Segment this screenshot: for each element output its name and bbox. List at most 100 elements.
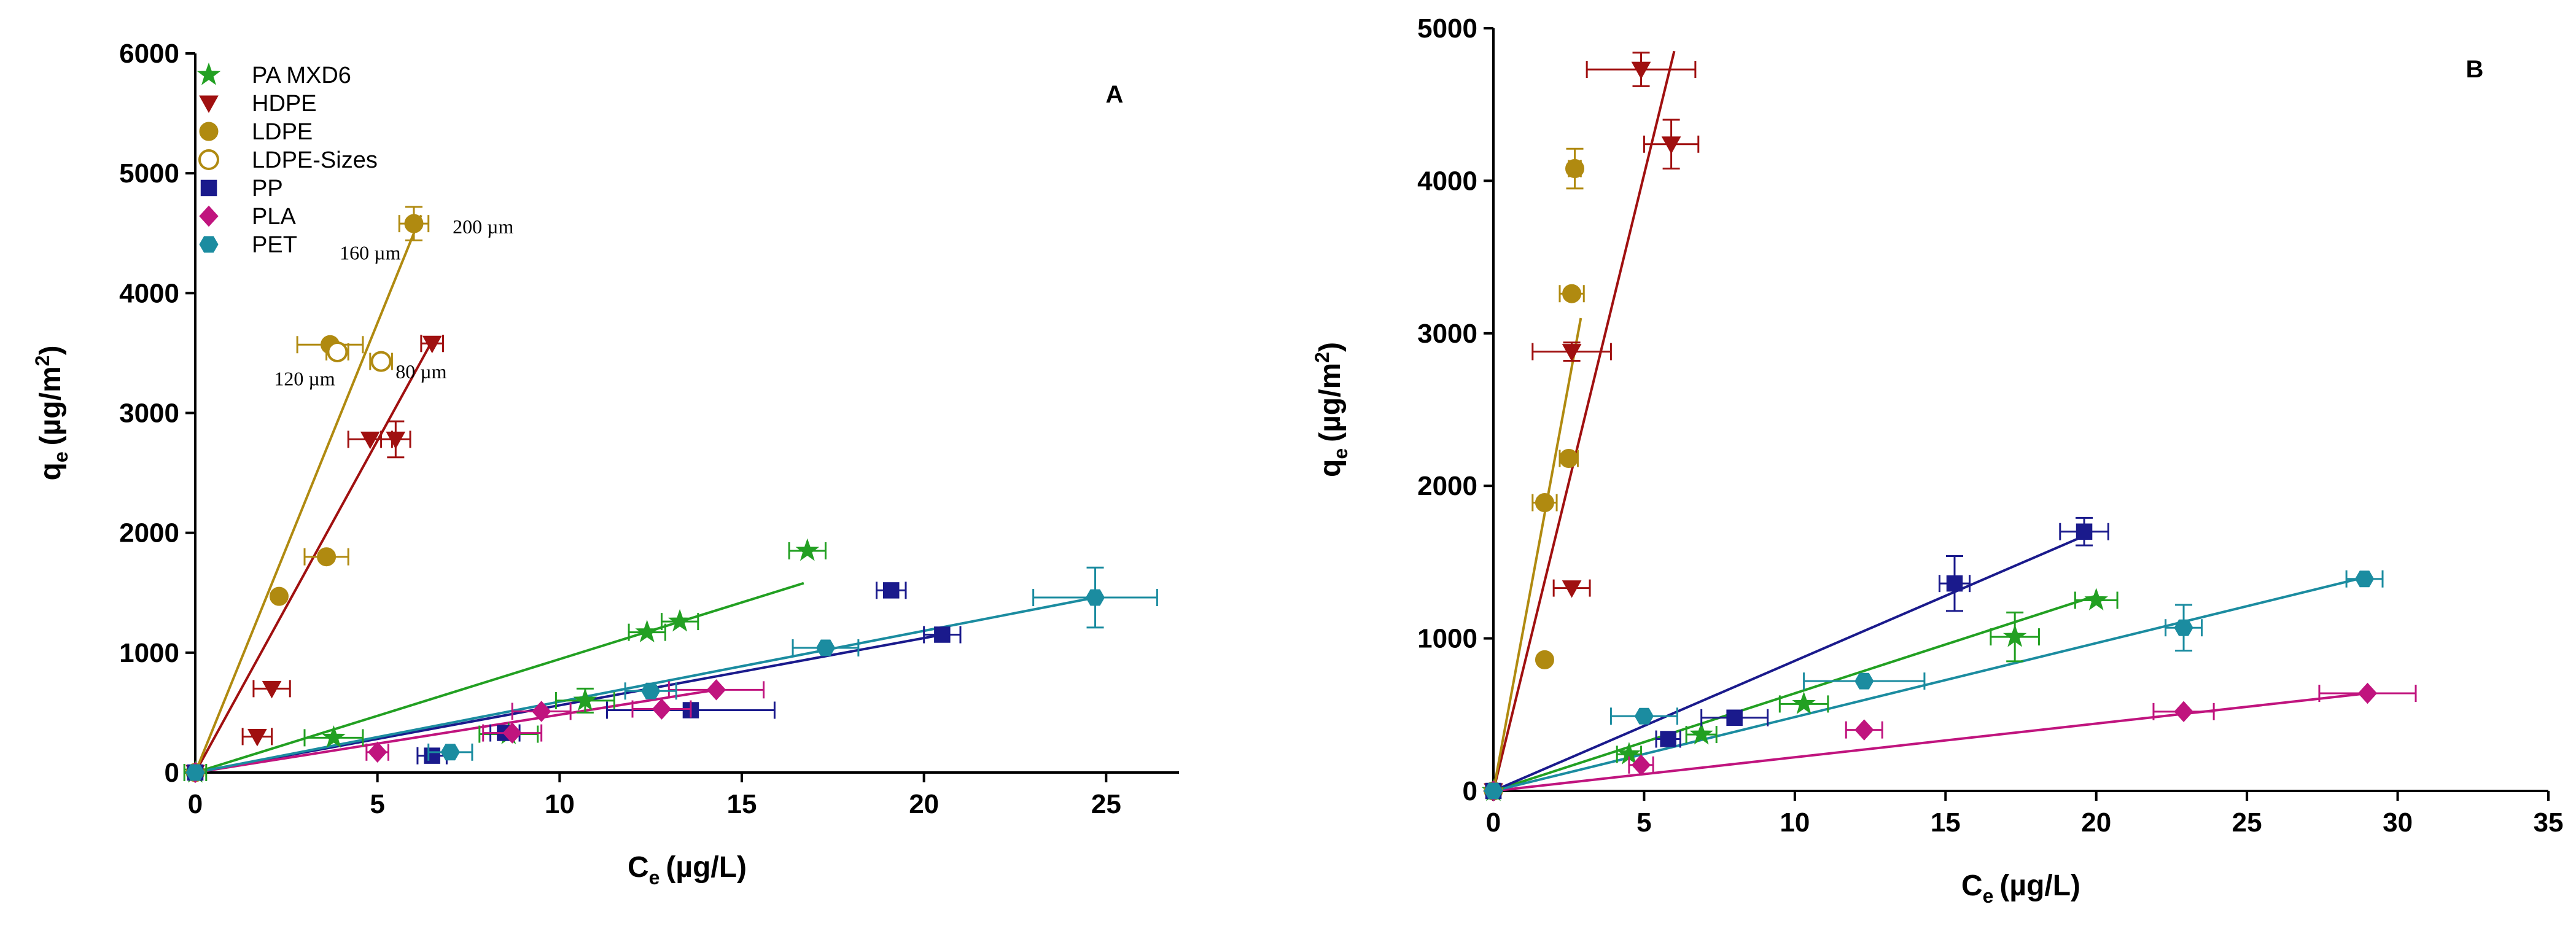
point-ldpe — [317, 547, 337, 567]
point-pp — [2076, 523, 2093, 540]
x-tick-label: 0 — [1486, 808, 1501, 838]
legend-marker-pet — [199, 236, 219, 253]
legend-label-ldpe: LDPE — [252, 119, 313, 145]
point-ldpe-sizes — [370, 351, 392, 372]
y-tick-label: 2000 — [1417, 471, 1477, 501]
x-tick-label: 20 — [2081, 808, 2111, 838]
size-annotation: 200 µm — [453, 216, 513, 238]
x-tick-label: 5 — [370, 789, 384, 819]
point-hdpe — [1661, 136, 1681, 154]
y-tick-label: 0 — [165, 758, 179, 788]
point-ldpe — [1559, 448, 1579, 468]
point-pet — [815, 639, 836, 656]
y-tick-label: 3000 — [1417, 319, 1477, 349]
point-pla — [502, 722, 522, 744]
legend-marker-ldpe — [199, 122, 219, 141]
point-ldpe-sizes — [327, 341, 348, 362]
x-tick-label: 10 — [545, 789, 575, 819]
y-axis-label: qe (µg/m2) — [31, 346, 72, 481]
point-hdpe — [1562, 344, 1582, 362]
x-tick-label: 10 — [1780, 808, 1810, 838]
point-pla — [2357, 682, 2378, 704]
point-pa-mxd6 — [2002, 624, 2027, 647]
y-label-subscript: e — [50, 451, 72, 462]
y-label-superscript: 2 — [31, 356, 53, 367]
y-tick-label: 6000 — [119, 39, 179, 69]
x-tick-label: 25 — [1091, 789, 1121, 819]
x-tick-label: 30 — [2383, 808, 2413, 838]
point-pp — [424, 747, 440, 764]
legend-label-hdpe: HDPE — [252, 91, 317, 117]
point-pla — [652, 698, 672, 720]
x-tick-label: 15 — [727, 789, 757, 819]
panel-a: 0 5 10 15 20 25 0 1000 2000 3000 4000 5000 6000 Ce (µg… — [31, 39, 1179, 889]
point-pet — [2355, 570, 2375, 588]
point-pa-mxd6 — [795, 538, 820, 561]
point-pa-mxd6 — [1689, 722, 1713, 745]
fit-line-hdpe — [1492, 50, 1676, 792]
y-label-units: (µg/m — [1314, 363, 1347, 442]
y-axis-label: qe (µg/m2) — [1311, 342, 1352, 477]
y-tick-label: 1000 — [119, 638, 179, 668]
legend-label-ldpe-sizes: LDPE-Sizes — [252, 147, 378, 173]
point-hdpe — [247, 729, 267, 747]
point-pa-mxd6 — [635, 620, 660, 643]
y-tick-label: 3000 — [119, 399, 179, 429]
y-tick-label: 2000 — [119, 518, 179, 548]
size-annotation: 120 µm — [274, 368, 335, 390]
point-ldpe — [1535, 493, 1554, 513]
point-ldpe — [1565, 159, 1585, 179]
point-ldpe — [269, 586, 289, 606]
point-pet — [2174, 619, 2193, 636]
point-pa-mxd6 — [322, 725, 346, 748]
legend-marker-pp — [200, 179, 217, 197]
y-label-symbol: q — [1314, 459, 1347, 477]
x-tick-label: 5 — [1636, 808, 1651, 838]
point-pet — [440, 744, 460, 761]
panel-b-letter: B — [2466, 56, 2484, 83]
point-hdpe — [386, 431, 406, 450]
y-tick-label: 0 — [1463, 776, 1477, 806]
point-hdpe — [1562, 580, 1582, 598]
point-pp — [934, 626, 951, 643]
x-label-subscript: e — [649, 866, 660, 889]
fit-line-pla — [1493, 692, 2368, 792]
legend-marker-ldpe-sizes — [198, 149, 219, 170]
point-pp — [1726, 709, 1743, 726]
point-ldpe — [404, 214, 424, 233]
legend-marker-pla — [199, 205, 219, 227]
x-label-symbol: C — [628, 851, 649, 884]
point-pa-mxd6 — [573, 688, 597, 711]
x-axis-label: Ce (µg/L) — [628, 851, 747, 889]
x-tick-label: 25 — [2232, 808, 2262, 838]
legend-marker-hdpe — [199, 95, 219, 114]
x-axis-label: Ce (µg/L) — [1961, 870, 2080, 907]
point-pet — [1085, 589, 1105, 606]
point-hdpe — [422, 335, 442, 354]
point-pla — [1854, 719, 1874, 741]
point-pet — [1634, 707, 1654, 725]
point-ldpe — [1535, 650, 1554, 669]
point-pet — [185, 764, 205, 781]
fit-line-pp — [1493, 533, 2088, 792]
y-tick-label: 4000 — [1417, 166, 1477, 196]
x-label-subscript: e — [1983, 885, 1994, 907]
point-pa-mxd6 — [1792, 691, 1816, 714]
fit-line-ldpe — [194, 214, 422, 773]
size-annotation: 80 µm — [395, 360, 446, 383]
y-tick-label: 5000 — [119, 158, 179, 189]
y-label-subscript: e — [1329, 448, 1352, 459]
y-label-superscript: 2 — [1311, 352, 1333, 363]
y-label-units-close: ) — [1314, 342, 1347, 352]
point-pet — [1854, 672, 1874, 690]
point-pet — [1484, 782, 1503, 800]
legend-label-pla: PLA — [252, 204, 296, 230]
y-tick-label: 1000 — [1417, 624, 1477, 654]
x-tick-label: 0 — [188, 789, 203, 819]
legend-label-pet: PET — [252, 232, 297, 258]
y-label-units-close: ) — [34, 346, 67, 356]
legend-label-pp: PP — [252, 176, 283, 201]
y-label-units: (µg/m — [34, 366, 67, 445]
